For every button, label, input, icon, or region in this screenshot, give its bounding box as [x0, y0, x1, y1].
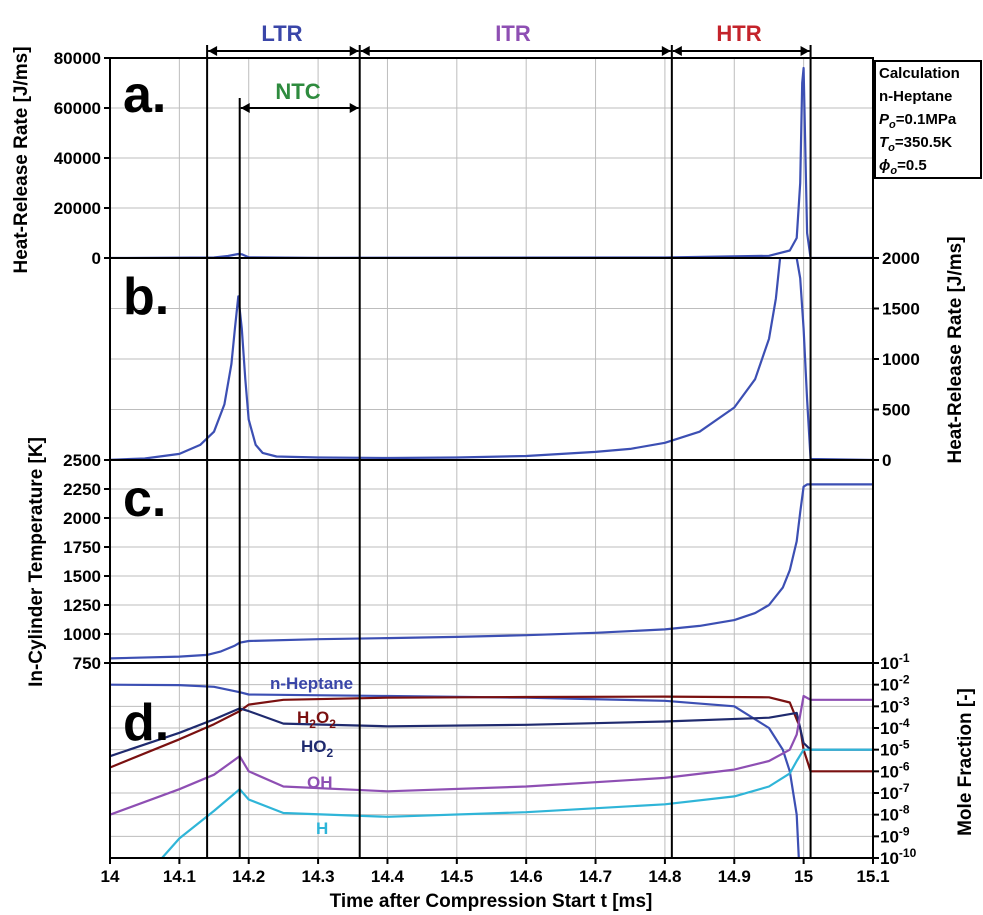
y-tick-label-b: 1500 [882, 300, 920, 319]
region-label-itr: ITR [495, 21, 531, 46]
arrow-htr-head-right [800, 46, 810, 56]
arrow-ntc [240, 103, 359, 113]
ylabel-panel-c: In-Cylinder Temperature [K] [26, 437, 47, 687]
species-label-h2o2: H2O2 [297, 708, 336, 731]
panel-letter-c: c. [123, 470, 166, 528]
series-line-a-0 [110, 66, 873, 258]
x-tick-label: 14.6 [510, 867, 543, 886]
panel-letter-a: a. [123, 66, 166, 124]
ylabel-panel-a: Heat-Release Rate [J/ms] [11, 46, 32, 273]
y-tick-label-d: 10-5 [880, 738, 910, 760]
y-tick-label-d: 10-7 [880, 781, 910, 803]
series-line-d-h2o2 [110, 695, 873, 773]
arrow-htr [672, 46, 810, 56]
y-tick-label-b: 500 [882, 401, 910, 420]
calc-title: Calculation [879, 65, 960, 82]
arrow-htr-head-left [672, 46, 682, 56]
panel-frame-c [109, 459, 874, 664]
series-line-d-h [161, 748, 873, 858]
x-tick-label: 14.5 [440, 867, 473, 886]
x-tick-label: 15.1 [856, 867, 889, 886]
series-line-d-ho2 [110, 707, 873, 758]
y-tick-label-a: 0 [92, 249, 101, 268]
series-line-b-0 [110, 258, 873, 460]
y-tick-label-c: 2250 [63, 480, 101, 499]
tick-labels: 14 14.1 14.2 14.3 14.4 14.5 14.6 14.7 14.8 14.9 15… [54, 49, 920, 886]
panel-letter-d: d. [123, 694, 169, 752]
arrow-ltr-head-right [349, 46, 359, 56]
panel-letter-b: b. [123, 268, 169, 326]
y-tick-label-c: 750 [73, 654, 101, 673]
y-tick-label-d: 10-3 [880, 694, 910, 716]
calc-temperature: To=350.5K [879, 134, 952, 154]
y-tick-label-a: 20000 [54, 199, 101, 218]
arrow-ltr [208, 46, 359, 56]
region-markers [206, 45, 812, 858]
y-tick-label-d: 10-1 [880, 651, 910, 673]
y-tick-label-d: 10-2 [880, 673, 910, 695]
arrow-ltr-head-left [208, 46, 218, 56]
x-tick-label: 14.8 [648, 867, 681, 886]
x-tick-label: 14.4 [371, 867, 405, 886]
region-label-htr: HTR [716, 21, 761, 46]
ylabel-panel-d: Mole Fraction [-] [955, 688, 976, 836]
arrow-ntc-head-left [240, 103, 250, 113]
y-tick-label-d: 10-6 [880, 759, 910, 781]
species-label-ho2: HO2 [301, 737, 334, 760]
x-tick-label: 14 [101, 867, 120, 886]
y-tick-label-d: 10-10 [880, 846, 917, 868]
arrow-ntc-head-right [349, 103, 359, 113]
series-line-d-n-heptane [110, 683, 800, 858]
y-tick-label-c: 2500 [63, 451, 101, 470]
arrow-itr-head-right [661, 46, 671, 56]
species-label-oh: OH [307, 773, 333, 792]
calc-fuel: n-Heptane [879, 88, 952, 105]
x-tick-label: 14.7 [579, 867, 612, 886]
region-arrows [208, 46, 810, 113]
y-tick-label-c: 1500 [63, 567, 101, 586]
arrow-itr [360, 46, 671, 56]
y-tick-label-c: 1750 [63, 538, 101, 557]
calc-pressure: Po=0.1MPa [879, 111, 957, 131]
calc-equivalence-ratio: ϕo=0.5 [879, 157, 927, 177]
x-tick-label: 14.1 [163, 867, 196, 886]
y-tick-label-c: 1250 [63, 596, 101, 615]
grid-lines [109, 57, 874, 859]
y-tick-label-b: 0 [882, 451, 891, 470]
region-label-ntc: NTC [275, 79, 320, 104]
y-tick-label-a: 60000 [54, 99, 101, 118]
ylabel-panel-b: Heat-Release Rate [J/ms] [945, 236, 966, 463]
panel-frame-d [109, 662, 874, 859]
arrow-itr-head-left [360, 46, 370, 56]
x-tick-label: 15 [794, 867, 813, 886]
x-axis-label: Time after Compression Start t [ms] [330, 891, 653, 912]
x-tick-label: 14.2 [232, 867, 265, 886]
panel-frames [109, 57, 874, 859]
y-tick-label-b: 1000 [882, 350, 920, 369]
species-label-n-heptane: n-Heptane [270, 674, 353, 693]
y-tick-label-c: 1000 [63, 625, 101, 644]
y-tick-label-d: 10-8 [880, 803, 910, 825]
y-tick-label-d: 10-9 [880, 824, 910, 846]
y-tick-label-d: 10-4 [880, 716, 910, 738]
x-tick-label: 14.3 [302, 867, 335, 886]
y-tick-label-b: 2000 [882, 249, 920, 268]
y-tick-label-a: 40000 [54, 149, 101, 168]
x-tick-label: 14.9 [718, 867, 751, 886]
series-line-d-oh [110, 694, 873, 816]
y-tick-label-c: 2000 [63, 509, 101, 528]
series-line-c-0 [110, 483, 873, 660]
y-tick-label-a: 80000 [54, 49, 101, 68]
data-curves [110, 66, 873, 858]
calculation-info-box: Calculation n-Heptane Po=0.1MPa To=350.5… [874, 60, 982, 179]
species-label-h: H [316, 819, 328, 838]
region-label-ltr: LTR [261, 21, 302, 46]
